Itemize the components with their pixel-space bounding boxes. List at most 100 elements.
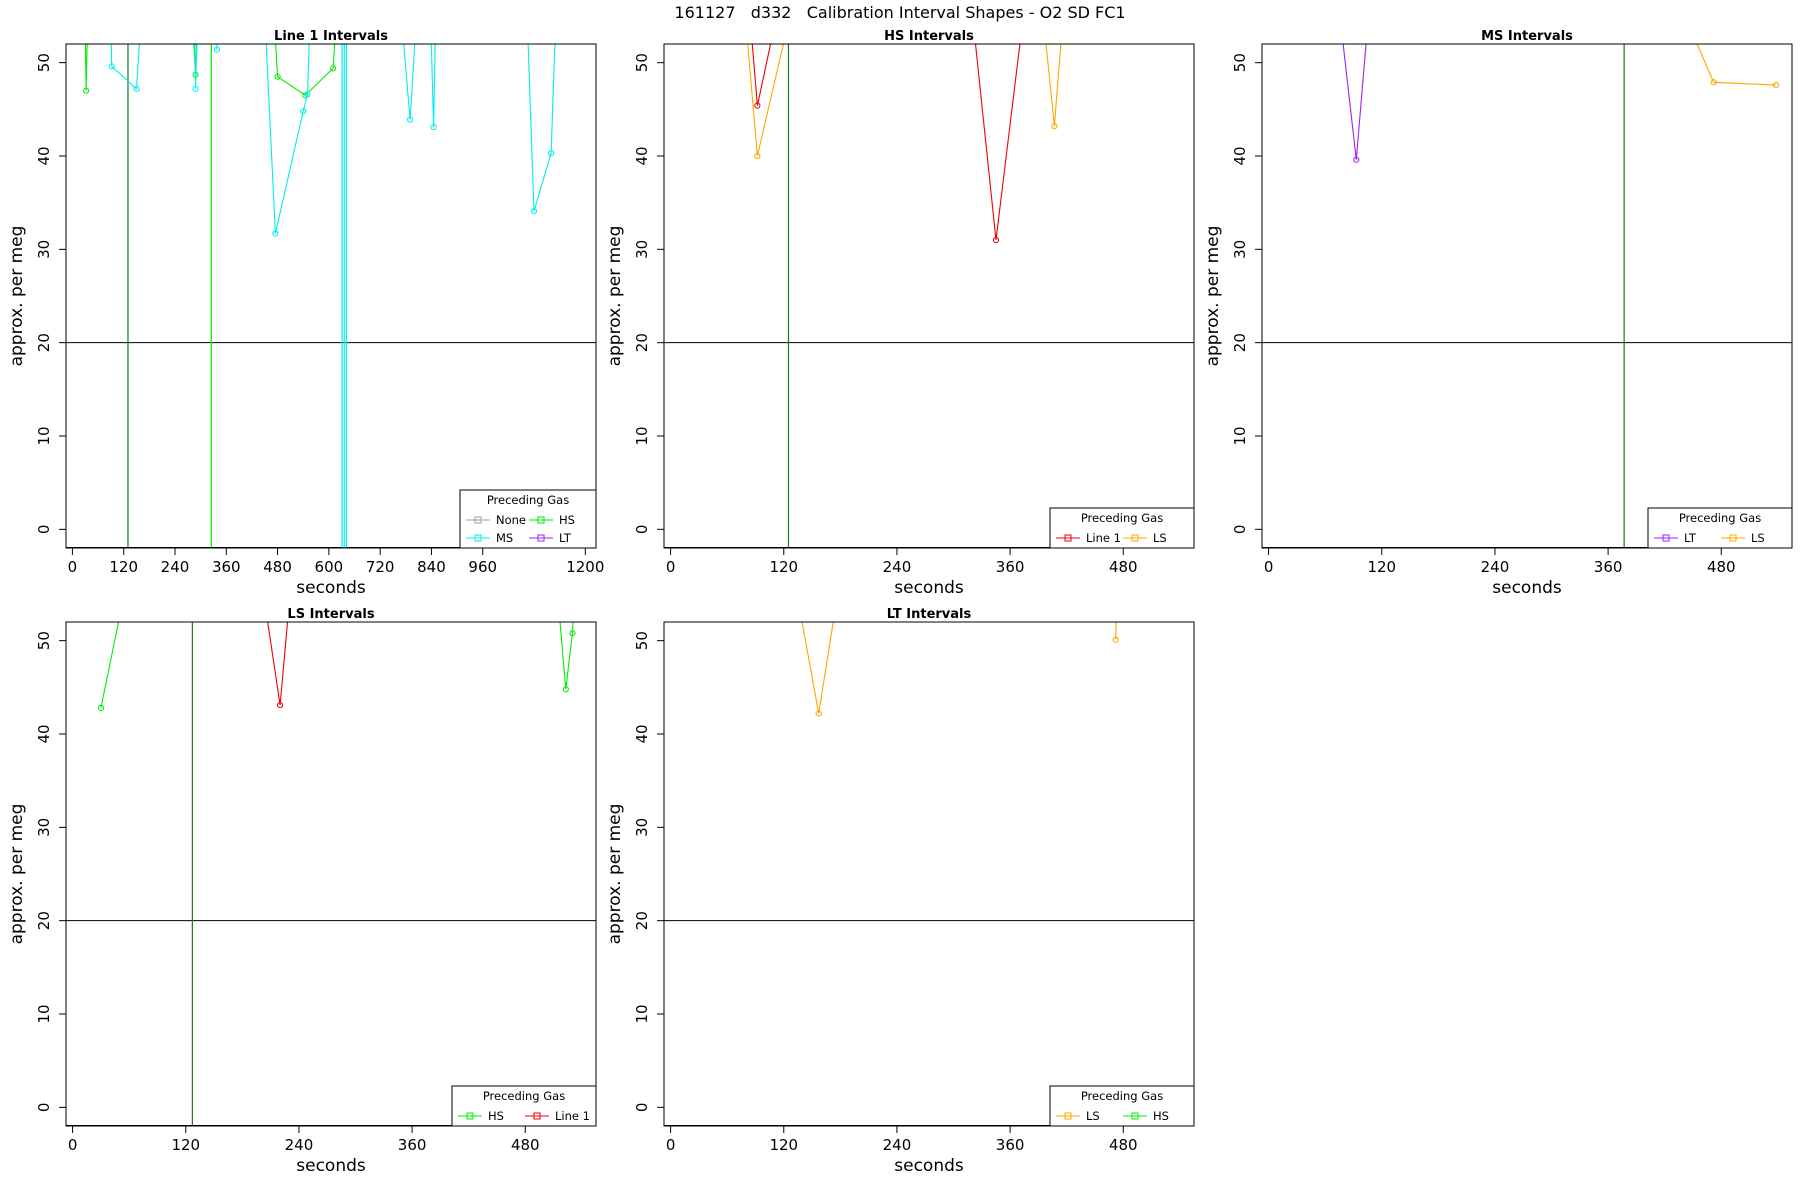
- y-axis-label: approx. per meg: [7, 804, 27, 945]
- series-line-hs: [100, 622, 120, 709]
- series-line-ms: [265, 44, 310, 234]
- data-point: [815, 710, 822, 717]
- x-tick-label: 360: [212, 558, 241, 576]
- legend: Preceding Gas LT LS: [1647, 507, 1793, 549]
- y-tick-label: 40: [633, 146, 651, 165]
- x-tick-label: 240: [161, 558, 190, 576]
- series-line-ms: [430, 44, 436, 128]
- legend: Preceding Gas HS Line 1: [451, 1085, 597, 1127]
- x-tick-label: 480: [511, 1136, 540, 1154]
- data-point: [548, 150, 555, 157]
- legend: Preceding Gas Line 1 LS: [1049, 507, 1195, 549]
- y-tick-label: 30: [35, 818, 53, 837]
- y-tick-label: 0: [35, 525, 53, 535]
- series-line-ls: [801, 622, 834, 714]
- data-point: [304, 91, 311, 98]
- series-line-line-1: [267, 622, 289, 706]
- legend-swatch-marker: [466, 1112, 474, 1120]
- x-tick-label: 0: [68, 558, 78, 576]
- panel-title: HS Intervals: [884, 29, 974, 44]
- series-line-ms: [216, 44, 218, 50]
- y-tick-label: 10: [1231, 426, 1249, 445]
- y-tick-label: 30: [633, 240, 651, 259]
- x-tick-label: 240: [883, 558, 912, 576]
- x-axis-label: seconds: [894, 578, 964, 598]
- x-tick-label: 480: [263, 558, 292, 576]
- legend-label: HS: [488, 1109, 504, 1123]
- y-tick-label: 10: [633, 1004, 651, 1023]
- data-point: [406, 116, 414, 123]
- legend-swatch-marker: [474, 516, 482, 524]
- legend-title: Preceding Gas: [487, 493, 569, 507]
- plot-area: [1262, 44, 1792, 548]
- legend-box: [1049, 1085, 1195, 1127]
- x-tick-label: 480: [1707, 558, 1736, 576]
- data-point: [1710, 79, 1717, 86]
- panel-title: LT Intervals: [887, 607, 972, 622]
- series-line-hs: [275, 44, 336, 97]
- legend: Preceding Gas LS HS: [1049, 1085, 1195, 1127]
- x-tick-label: 120: [769, 1136, 798, 1154]
- data-point: [108, 63, 115, 70]
- y-tick-label: 30: [35, 240, 53, 259]
- series-line-ms: [527, 44, 556, 212]
- series-line-ms: [110, 44, 140, 90]
- legend-swatch-marker: [1131, 1112, 1139, 1120]
- data-point: [754, 102, 761, 109]
- legend-label: LS: [1153, 531, 1167, 545]
- legend-swatch-marker: [533, 1112, 541, 1120]
- y-axis-label: approx. per meg: [7, 226, 27, 367]
- y-tick-label: 50: [633, 631, 651, 650]
- series-line-hs: [84, 44, 88, 91]
- data-point: [430, 123, 437, 131]
- legend-title: Preceding Gas: [1081, 511, 1163, 525]
- x-tick-label: 600: [315, 558, 344, 576]
- y-tick-label: 30: [1231, 240, 1249, 259]
- legend-box: [451, 1085, 597, 1127]
- data-point: [213, 46, 220, 53]
- y-tick-label: 50: [1231, 53, 1249, 72]
- x-tick-label: 0: [666, 558, 676, 576]
- series-line-ls: [1696, 44, 1777, 86]
- legend: Preceding Gas None HS MS LT: [459, 489, 597, 549]
- legend-label: LS: [1751, 531, 1765, 545]
- y-tick-label: 0: [35, 1103, 53, 1113]
- series-line-hs: [559, 622, 574, 690]
- plot-frame: [1261, 43, 1793, 549]
- legend-title: Preceding Gas: [1679, 511, 1761, 525]
- x-axis-label: seconds: [1492, 578, 1562, 598]
- x-axis-label: seconds: [894, 1156, 964, 1176]
- legend-label: LS: [1086, 1109, 1100, 1123]
- legend-title: Preceding Gas: [1081, 1089, 1163, 1103]
- x-tick-label: 840: [417, 558, 446, 576]
- legend-label: HS: [559, 513, 575, 527]
- y-tick-label: 10: [633, 426, 651, 445]
- plot-area: [664, 622, 1194, 1126]
- x-tick-label: 120: [1367, 558, 1396, 576]
- legend-label: LT: [559, 531, 572, 545]
- data-point: [276, 701, 284, 709]
- legend-swatch-marker: [537, 534, 545, 542]
- y-tick-label: 20: [35, 911, 53, 930]
- x-tick-label: 360: [996, 558, 1025, 576]
- y-tick-label: 0: [633, 525, 651, 535]
- x-tick-label: 360: [1594, 558, 1623, 576]
- x-tick-label: 240: [883, 1136, 912, 1154]
- data-point: [82, 87, 90, 94]
- data-point: [133, 85, 140, 92]
- legend-swatch-marker: [1131, 534, 1139, 542]
- x-tick-label: 120: [769, 558, 798, 576]
- y-tick-label: 10: [35, 426, 53, 445]
- y-tick-label: 20: [633, 333, 651, 352]
- y-tick-label: 50: [35, 53, 53, 72]
- x-axis-label: seconds: [296, 1156, 366, 1176]
- data-point: [569, 630, 576, 637]
- x-tick-label: 0: [68, 1136, 78, 1154]
- x-tick-label: 480: [1109, 1136, 1138, 1154]
- panel-4: LT Intervals 0 120 240 360 480 seconds 0 10 20 30 4…: [605, 607, 1195, 1176]
- legend-swatch-marker: [1729, 534, 1737, 542]
- x-tick-label: 720: [366, 558, 395, 576]
- legend-label: MS: [496, 531, 513, 545]
- x-tick-label: 960: [468, 558, 497, 576]
- y-tick-label: 0: [633, 1103, 651, 1113]
